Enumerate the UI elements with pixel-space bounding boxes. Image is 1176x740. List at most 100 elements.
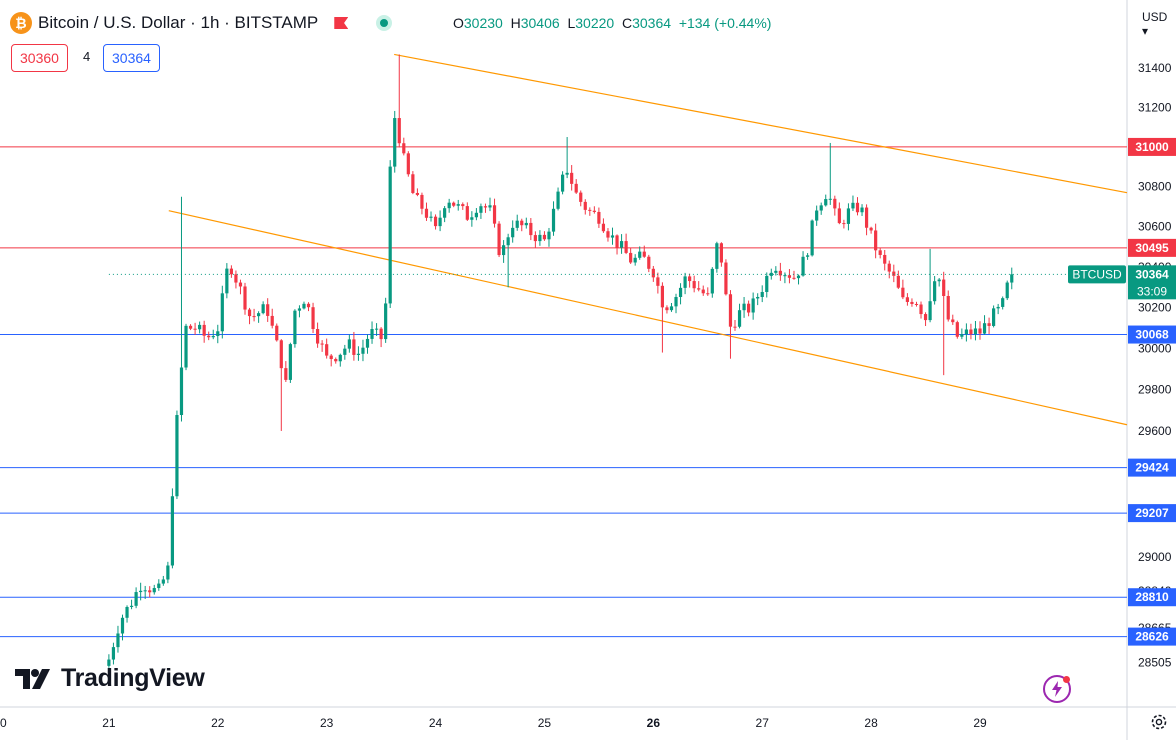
candle [656, 272, 660, 294]
candle [660, 282, 665, 353]
candle [960, 328, 964, 340]
candle [837, 202, 841, 225]
y-tick-label: 30200 [1138, 301, 1172, 315]
candle [955, 320, 959, 339]
candle [792, 270, 796, 280]
candle [678, 283, 683, 305]
candle [134, 587, 138, 609]
candle [760, 285, 764, 303]
sell-price-button[interactable]: 30360 [11, 44, 68, 72]
candle [397, 54, 401, 148]
trend-line-2[interactable] [168, 210, 1128, 426]
bar-countdown: 33:09 [1137, 284, 1167, 298]
candle [166, 561, 170, 584]
ohlc-legend: O30230 H30406 L30220 C30364 +134 (+0.44%… [453, 15, 772, 31]
candle [1005, 280, 1009, 301]
candle [202, 320, 206, 343]
candle [474, 208, 478, 221]
y-tick-label: 28505 [1138, 656, 1172, 670]
candle [261, 301, 265, 315]
candle [107, 654, 111, 668]
candle [520, 218, 524, 232]
candle [129, 599, 134, 610]
candle [111, 642, 116, 665]
x-tick-label: 29 [973, 716, 987, 730]
candle [869, 226, 873, 234]
level-label-30068: 30068 [1135, 328, 1169, 342]
lightning-icon[interactable] [1043, 675, 1071, 703]
x-tick-label: 21 [102, 716, 116, 730]
candle [302, 301, 306, 310]
candle [928, 248, 932, 323]
y-tick-label: 30600 [1138, 220, 1172, 234]
candle [393, 110, 397, 173]
candle [692, 275, 696, 293]
candle [429, 211, 433, 222]
candle [370, 321, 374, 344]
symbol-tag-box [1068, 265, 1126, 284]
level-label-28626: 28626 [1135, 630, 1169, 644]
candle [524, 217, 528, 229]
chart-header: ₿ Bitcoin / U.S. Dollar · 1h · BITSTAMP [10, 10, 393, 36]
candle [901, 279, 905, 300]
candle [796, 274, 801, 285]
level-label-28810: 28810 [1135, 590, 1169, 604]
tradingview-logo[interactable]: TradingView [15, 664, 205, 693]
symbol-title[interactable]: Bitcoin / U.S. Dollar · 1h · BITSTAMP [38, 13, 319, 32]
candle [883, 250, 887, 271]
gear-icon[interactable] [1148, 711, 1170, 733]
candle [452, 201, 456, 208]
x-tick-label: 20 [0, 716, 7, 730]
candle [710, 267, 714, 298]
candle [438, 210, 442, 232]
x-tick-label: 26 [647, 716, 661, 730]
candle [683, 272, 687, 295]
candle [842, 219, 846, 229]
bitcoin-icon: ₿ [10, 12, 32, 34]
candle [992, 305, 996, 328]
candle [910, 298, 914, 307]
ohlc-close: 30364 [632, 15, 672, 31]
candle [511, 220, 515, 243]
candle [597, 207, 601, 228]
candle [715, 241, 719, 273]
candle [220, 285, 224, 339]
candle [116, 625, 120, 653]
candle [338, 353, 342, 367]
candle [238, 279, 243, 295]
candle [293, 309, 297, 348]
candle [728, 290, 733, 359]
x-tick-label: 25 [538, 716, 552, 730]
candle [483, 203, 488, 213]
candle [188, 324, 193, 331]
candle [919, 301, 923, 319]
candle [411, 171, 415, 195]
candle [896, 270, 900, 290]
candle [320, 340, 324, 352]
candle [606, 228, 610, 242]
last-price-box [1128, 265, 1176, 300]
flag-icon[interactable] [334, 17, 349, 29]
candle [756, 293, 760, 306]
x-tick-label: 27 [756, 716, 770, 730]
candle [506, 233, 510, 288]
last-price-value: 30364 [1135, 267, 1169, 281]
candle [946, 290, 950, 322]
candle [488, 197, 492, 212]
buy-price-button[interactable]: 30364 [103, 44, 160, 72]
candle [937, 277, 941, 287]
candle [216, 324, 220, 344]
trend-line-1[interactable] [394, 53, 1128, 194]
candle [828, 142, 832, 205]
candle [633, 254, 637, 266]
candle [406, 151, 410, 177]
candle [619, 234, 624, 254]
ohlc-open: 30230 [463, 15, 503, 31]
x-tick-label: 24 [429, 716, 443, 730]
currency-selector[interactable]: USD ▾ [1142, 10, 1168, 38]
candle [148, 586, 152, 598]
candle [365, 334, 370, 354]
candle [629, 247, 633, 264]
candle [982, 315, 987, 335]
